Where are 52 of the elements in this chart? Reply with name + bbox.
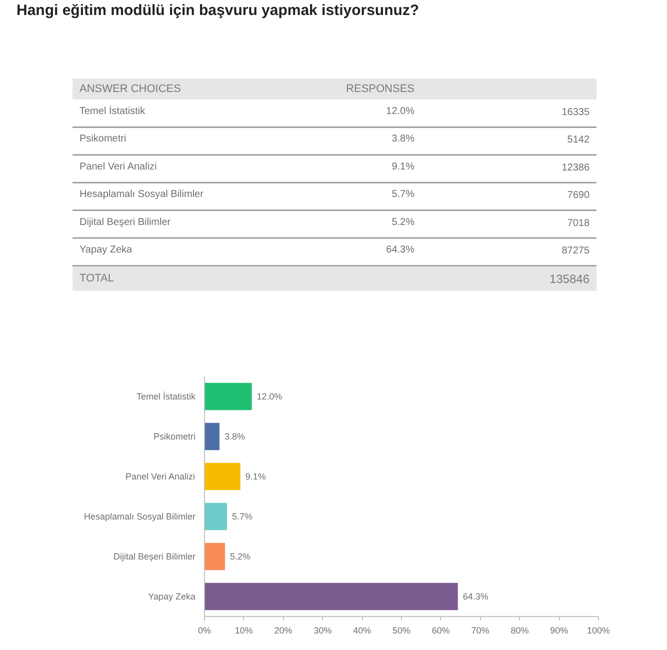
y-tick-label: Psikometri bbox=[153, 432, 196, 442]
y-tick-label: Temel İstatistik bbox=[136, 392, 196, 402]
data-label: 64.3% bbox=[462, 592, 488, 602]
bar bbox=[204, 422, 220, 450]
x-tick-label: 30% bbox=[314, 626, 332, 636]
category-label: Temel İstatistik bbox=[80, 105, 146, 117]
data-label: 5.7% bbox=[232, 512, 252, 522]
x-tick-label: 10% bbox=[234, 626, 253, 636]
data-label: 12386 bbox=[562, 162, 590, 174]
y-tick-label: Dijital Beşeri Bilimler bbox=[113, 552, 196, 562]
data-label: 5.2% bbox=[392, 216, 415, 228]
text: 135846 bbox=[549, 272, 590, 286]
x-tick-label: 80% bbox=[510, 626, 529, 636]
data-label: 12.0% bbox=[256, 392, 282, 402]
y-tick-label: Yapay Zeka bbox=[148, 592, 196, 602]
x-tick-label: 0% bbox=[198, 626, 212, 636]
bar bbox=[204, 542, 225, 570]
bar bbox=[204, 462, 240, 490]
data-label: 3.8% bbox=[392, 134, 415, 145]
data-label: 9.1% bbox=[392, 161, 415, 172]
category-label: Psikometri bbox=[80, 134, 126, 145]
category-label: Hesaplamalı Sosyal Bilimler bbox=[80, 189, 204, 200]
data-label: 5.7% bbox=[392, 189, 415, 200]
y-tick-label: Hesaplamalı Sosyal Bilimler bbox=[84, 512, 196, 522]
text: Hangi eğitim modülü için başvuru yapmak istiyorsunuz? bbox=[16, 2, 420, 19]
data-label: 12.0% bbox=[386, 106, 415, 117]
text: ANSWER CHOICES bbox=[80, 83, 181, 95]
data-label: 5.2% bbox=[230, 552, 251, 562]
bar bbox=[204, 502, 227, 530]
data-label: 16335 bbox=[562, 107, 590, 118]
x-tick-label: 40% bbox=[353, 626, 372, 636]
x-tick-label: 50% bbox=[392, 626, 411, 636]
x-tick-label: 20% bbox=[274, 626, 292, 636]
x-tick-label: 100% bbox=[586, 626, 610, 636]
text: RESPONSES bbox=[346, 83, 415, 95]
data-label: 7690 bbox=[567, 190, 590, 202]
data-label: 87275 bbox=[562, 246, 590, 256]
data-label: 3.8% bbox=[224, 432, 245, 442]
bar bbox=[204, 382, 252, 410]
y-tick-label: Panel Veri Analizi bbox=[125, 472, 196, 482]
data-label: 7018 bbox=[567, 218, 590, 229]
category-label: Yapay Zeka bbox=[80, 244, 133, 256]
text: TOTAL bbox=[80, 272, 114, 285]
data-label: 64.3% bbox=[386, 244, 415, 256]
data-label: 9.1% bbox=[245, 472, 266, 482]
x-tick-label: 70% bbox=[471, 626, 490, 636]
bar bbox=[204, 582, 458, 610]
category-label: Dijital Beşeri Bilimler bbox=[80, 216, 172, 228]
x-tick-label: 60% bbox=[432, 626, 450, 636]
x-tick-label: 90% bbox=[550, 626, 568, 636]
category-label: Panel Veri Analizi bbox=[80, 161, 157, 172]
data-label: 5142 bbox=[567, 134, 590, 146]
